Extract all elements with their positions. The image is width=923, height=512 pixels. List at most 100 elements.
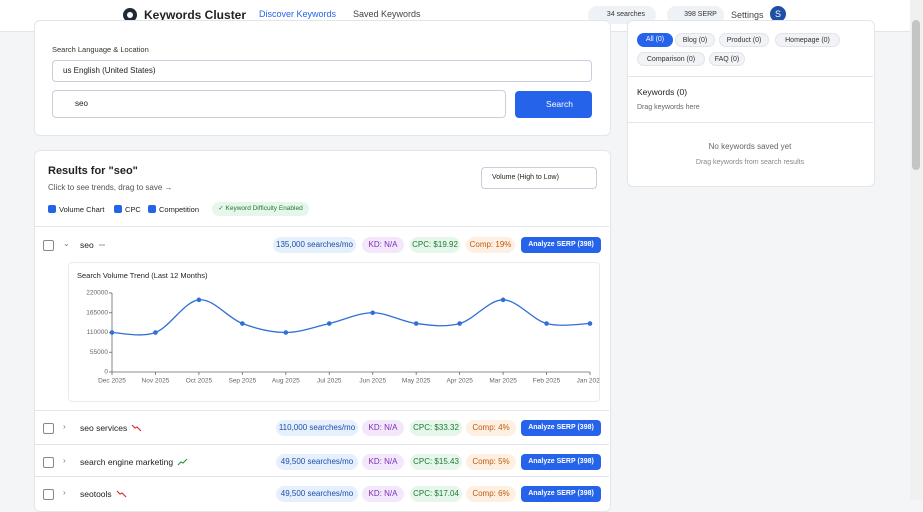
tab[interactable]: Discover Keywords bbox=[259, 9, 337, 19]
data-point bbox=[283, 330, 289, 335]
data-point bbox=[544, 321, 549, 326]
filter-chip[interactable]: Blog (0) bbox=[675, 33, 715, 47]
volume-badge: 49,500 searches/mo bbox=[276, 486, 358, 502]
expand-chevron[interactable]: › bbox=[63, 456, 66, 465]
checkbox[interactable] bbox=[114, 205, 122, 213]
scroll-thumb[interactable] bbox=[912, 20, 920, 170]
expand-chevron[interactable]: › bbox=[63, 422, 66, 431]
y-tick-label: 165000 bbox=[86, 309, 108, 316]
volume-badge: 110,000 searches/mo bbox=[276, 420, 358, 436]
analyze-button[interactable]: Analyze SERP (398) bbox=[521, 454, 601, 470]
cpc-badge: CPC: $17.04 bbox=[410, 486, 462, 502]
row-checkbox[interactable] bbox=[43, 457, 54, 468]
results-hint: Click to see trends, drag to save → bbox=[48, 183, 173, 192]
results-title: Results for "seo" bbox=[48, 165, 138, 177]
filter-chip[interactable]: Comparison (0) bbox=[637, 52, 705, 66]
y-tick-label: 0 bbox=[104, 369, 108, 376]
option-label: CPC bbox=[125, 205, 141, 214]
divider bbox=[34, 444, 609, 445]
checkbox[interactable] bbox=[48, 205, 56, 213]
filter-chip[interactable]: Homepage (0) bbox=[775, 33, 840, 47]
search-card bbox=[34, 20, 611, 136]
language-select[interactable]: us English (United States) bbox=[52, 60, 592, 82]
comp-badge: Comp: 19% bbox=[466, 237, 515, 253]
sidebar-card bbox=[627, 20, 875, 187]
trend-icon bbox=[116, 490, 127, 498]
logo bbox=[123, 8, 137, 22]
settings[interactable]: Settings bbox=[731, 10, 764, 20]
keyword[interactable]: seo bbox=[80, 240, 94, 250]
data-point bbox=[370, 310, 376, 316]
x-tick-label: Nov 2025 bbox=[142, 378, 170, 385]
sort-select[interactable]: Volume (High to Low) bbox=[481, 167, 597, 189]
data-point bbox=[196, 297, 202, 303]
data-point bbox=[500, 297, 506, 303]
x-tick-label: Mar 2025 bbox=[489, 378, 517, 385]
searches-badge: 34 searches bbox=[588, 6, 656, 24]
row-checkbox[interactable] bbox=[43, 240, 54, 251]
cpc-badge: CPC: $19.92 bbox=[410, 237, 460, 253]
search-button[interactable]: Search bbox=[515, 91, 592, 118]
x-tick-label: Jun 2025 bbox=[359, 378, 386, 385]
x-tick-label: Dec 2025 bbox=[98, 378, 126, 385]
expand-chevron[interactable]: ⌄ bbox=[63, 239, 70, 248]
row-checkbox[interactable] bbox=[43, 423, 54, 434]
option-label: Volume Chart bbox=[59, 205, 105, 214]
volume-badge: 49,500 searches/mo bbox=[276, 454, 358, 470]
keyword[interactable]: seo services bbox=[80, 423, 128, 433]
y-tick-label: 110000 bbox=[87, 329, 109, 336]
comp-badge: Comp: 5% bbox=[466, 454, 516, 470]
search-input[interactable]: seo bbox=[52, 90, 506, 118]
row-checkbox[interactable] bbox=[43, 489, 54, 500]
x-tick-label: Feb 2025 bbox=[533, 378, 561, 385]
trend-line bbox=[111, 299, 591, 336]
cpc-badge: CPC: $33.32 bbox=[410, 420, 462, 436]
chart-title: Search Volume Trend (Last 12 Months) bbox=[77, 271, 208, 280]
comp-badge: Comp: 6% bbox=[466, 486, 516, 502]
data-point bbox=[413, 321, 419, 326]
field-label: Search Language & Location bbox=[52, 45, 149, 54]
x-tick-label: Jul 2025 bbox=[317, 378, 342, 385]
expand-chevron[interactable]: › bbox=[63, 488, 66, 497]
divider bbox=[627, 122, 873, 123]
checkbox[interactable] bbox=[148, 205, 156, 213]
analyze-button[interactable]: Analyze SERP (398) bbox=[521, 486, 601, 502]
x-tick-label: Jan 2025 bbox=[577, 378, 600, 385]
x-tick-label: Sep 2025 bbox=[228, 378, 256, 385]
trend-icon bbox=[177, 458, 188, 466]
kd-badge: KD: N/A bbox=[362, 237, 404, 253]
divider bbox=[627, 76, 873, 77]
data-point bbox=[587, 321, 593, 326]
y-tick-label: 220000 bbox=[86, 290, 108, 297]
filter-chip[interactable]: All (0) bbox=[637, 33, 673, 47]
analyze-button[interactable]: Analyze SERP (398) bbox=[521, 237, 601, 253]
y-tick-label: 55000 bbox=[90, 349, 108, 356]
tab[interactable]: Saved Keywords bbox=[353, 9, 421, 19]
serp-badge: 398 SERP bbox=[667, 6, 724, 24]
comp-badge: Comp: 4% bbox=[466, 420, 516, 436]
data-point bbox=[109, 330, 115, 335]
kd-badge: ✓ Keyword Difficulty Enabled bbox=[212, 202, 309, 216]
data-point bbox=[240, 321, 245, 326]
x-tick-label: Apr 2025 bbox=[446, 378, 473, 385]
avatar[interactable]: S bbox=[770, 6, 786, 22]
divider bbox=[34, 410, 609, 411]
filter-chip[interactable]: Product (0) bbox=[719, 33, 769, 47]
divider bbox=[34, 226, 609, 227]
chart: Search Volume Trend (Last 12 Months) 0 55… bbox=[77, 271, 600, 385]
empty-state: No keywords saved yet bbox=[708, 142, 792, 151]
trend-icon bbox=[131, 424, 142, 432]
app-title: Keywords Cluster bbox=[144, 8, 247, 22]
drop-hint: Drag keywords here bbox=[637, 104, 700, 111]
filter-chip[interactable]: FAQ (0) bbox=[709, 52, 745, 66]
analyze-button[interactable]: Analyze SERP (398) bbox=[521, 420, 601, 436]
kd-badge: KD: N/A bbox=[362, 454, 404, 470]
keyword[interactable]: seotools bbox=[80, 489, 112, 499]
data-point bbox=[326, 321, 332, 326]
data-point bbox=[153, 330, 158, 335]
kd-badge: KD: N/A bbox=[362, 420, 404, 436]
x-tick-label: Aug 2025 bbox=[272, 378, 300, 385]
keyword[interactable]: search engine marketing bbox=[80, 457, 174, 467]
trend-icon bbox=[98, 244, 105, 246]
